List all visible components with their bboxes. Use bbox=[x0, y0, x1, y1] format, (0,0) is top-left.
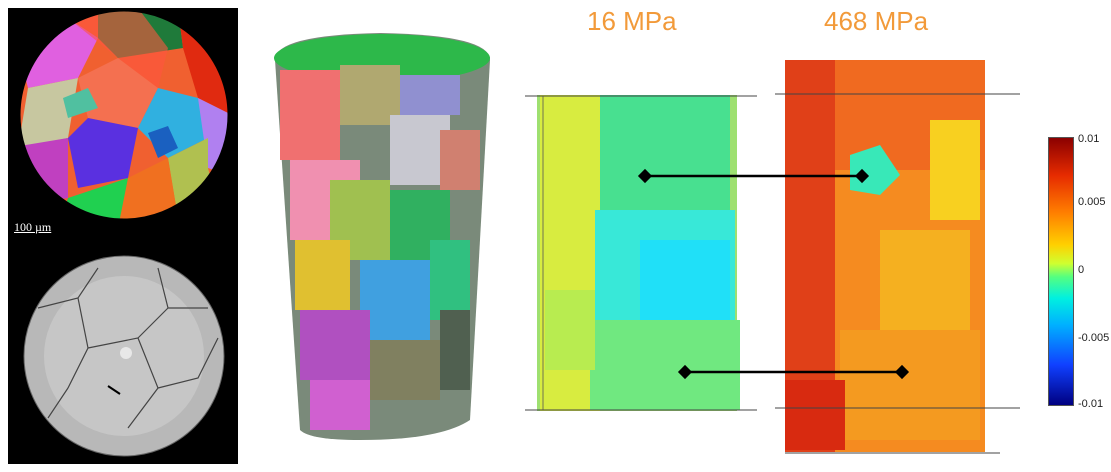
colorbar-tick: 0.01 bbox=[1078, 133, 1100, 145]
grain-maps bbox=[19, 10, 229, 457]
strain-colorbar bbox=[1048, 137, 1074, 406]
colorbar-tick: 0 bbox=[1078, 264, 1085, 276]
pressure-label-low: 16 MPa bbox=[587, 6, 677, 36]
grain-cylinder-3d bbox=[274, 33, 490, 440]
colorbar-tick: 0.005 bbox=[1078, 196, 1106, 208]
colorbar-tick: -0.01 bbox=[1078, 398, 1104, 410]
pressure-label-high: 468 MPa bbox=[824, 6, 929, 36]
scale-bar-label: 100 µm bbox=[14, 220, 52, 234]
grain-correspondence-links bbox=[637, 168, 910, 380]
colorbar-tick: -0.005 bbox=[1078, 332, 1110, 344]
optical-micrograph bbox=[24, 256, 224, 456]
aggregate-16mpa bbox=[525, 95, 757, 411]
aggregate-468mpa bbox=[775, 60, 1020, 454]
microscopy-panel: 100 µm bbox=[8, 8, 238, 464]
